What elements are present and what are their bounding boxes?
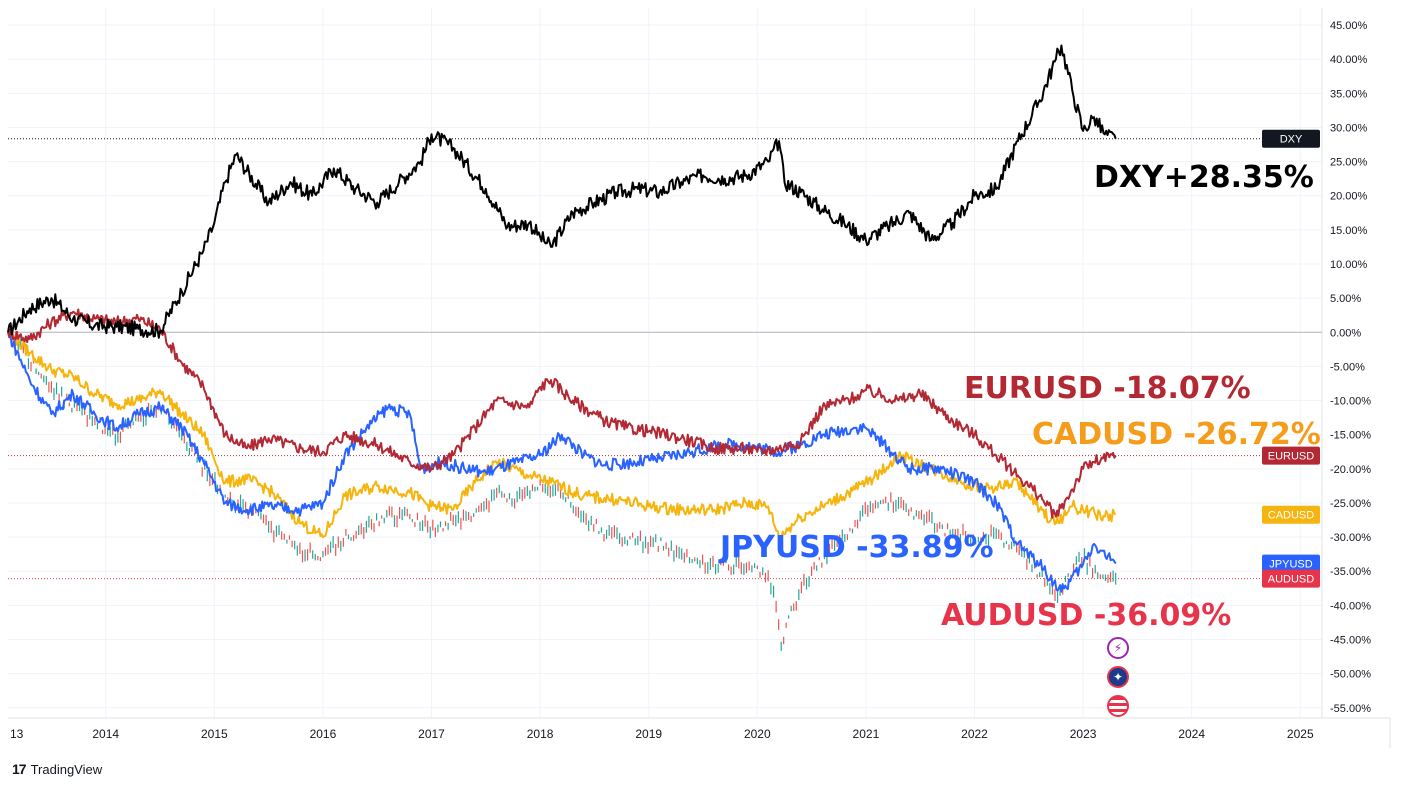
y-tick-label: 15.00% <box>1330 225 1368 237</box>
y-tick-label: 45.00% <box>1330 20 1368 32</box>
y-tick-label: 35.00% <box>1330 88 1368 100</box>
callout-dxy: DXY+28.35% <box>1094 160 1314 195</box>
series-line-eurusd <box>7 308 1117 519</box>
y-tick-label: -25.00% <box>1330 498 1371 510</box>
chart-pane <box>0 0 1401 760</box>
x-tick-label: 2014 <box>92 727 119 741</box>
us-flag-icon[interactable] <box>1107 695 1129 717</box>
price-tag-label: DXY <box>1280 134 1303 146</box>
y-tick-label: 0.00% <box>1330 327 1361 339</box>
brand-label: TradingView <box>30 761 103 777</box>
series-line-cadusd <box>7 330 1117 542</box>
y-tick-label: -20.00% <box>1330 464 1371 476</box>
australia-flag-icon[interactable]: ✦ <box>1107 666 1129 688</box>
x-tick-label: 2025 <box>1287 727 1314 741</box>
y-tick-label: -5.00% <box>1330 361 1365 373</box>
price-tag-dxy <box>1262 129 1320 148</box>
x-tick-label: 2017 <box>418 727 445 741</box>
y-tick-label: 20.00% <box>1330 191 1368 203</box>
y-tick-label: -10.00% <box>1330 396 1371 408</box>
y-tick-label: 10.00% <box>1330 259 1368 271</box>
x-tick-label: 13 <box>10 727 24 741</box>
price-tags: DXY EURUSD CADUSD JPYUSD AUDUSD <box>1262 129 1320 588</box>
x-tick-label: 2023 <box>1070 727 1097 741</box>
x-tick-label: 2020 <box>744 727 771 741</box>
x-axis[interactable]: 13 2014 2015 2016 2017 2018 2019 2020 2021 2022 20… <box>10 727 1314 741</box>
price-tag-jpyusd <box>1262 554 1320 573</box>
price-tag-cadusd <box>1262 505 1320 524</box>
y-tick-label: -40.00% <box>1330 600 1371 612</box>
y-tick-label: -15.00% <box>1330 430 1371 442</box>
price-tag-label: AUDUSD <box>1268 574 1315 586</box>
chart[interactable]: 45.00% 40.00% 35.00% 30.00% 25.00% 20.00% 15.0… <box>0 0 1401 760</box>
y-tick-label: -45.00% <box>1330 634 1371 646</box>
tradingview-brand[interactable]: 17 TradingView <box>12 761 102 777</box>
x-tick-label: 2021 <box>853 727 880 741</box>
series-line-jpyusd <box>7 331 1117 593</box>
y-tick-label: 25.00% <box>1330 157 1368 169</box>
callout-jpyusd: JPYUSD -33.89% <box>718 530 994 565</box>
series-layer[interactable] <box>7 44 1117 651</box>
x-tick-label: 2018 <box>527 727 554 741</box>
y-tick-label: 5.00% <box>1330 293 1361 305</box>
callout-eurusd: EURUSD -18.07% <box>964 371 1251 406</box>
callout-audusd: AUDUSD -36.09% <box>941 598 1231 633</box>
price-tag-label: JPYUSD <box>1269 559 1312 571</box>
price-tag-eurusd <box>1262 446 1320 465</box>
series-callouts: DXY+28.35% EURUSD -18.07% CADUSD -26.72%… <box>718 160 1321 633</box>
y-tick-label: -50.00% <box>1330 669 1371 681</box>
x-tick-label: 2016 <box>310 727 337 741</box>
y-tick-label: -35.00% <box>1330 566 1371 578</box>
y-tick-label: 30.00% <box>1330 122 1368 134</box>
x-tick-label: 2022 <box>961 727 988 741</box>
x-tick-label: 2024 <box>1178 727 1205 741</box>
x-tick-label: 2015 <box>201 727 228 741</box>
lightning-icon[interactable]: ⚡ <box>1107 637 1129 659</box>
callout-cadusd: CADUSD -26.72% <box>1032 417 1321 452</box>
y-tick-label: -55.00% <box>1330 703 1371 715</box>
x-tick-label: 2019 <box>635 727 662 741</box>
y-axis[interactable]: 45.00% 40.00% 35.00% 30.00% 25.00% 20.00% 15.0… <box>1330 20 1371 715</box>
tradingview-logo-icon: 17 <box>12 761 27 777</box>
price-tag-label: EURUSD <box>1268 451 1315 463</box>
price-tag-audusd <box>1262 569 1320 588</box>
price-tag-label: CADUSD <box>1268 510 1315 522</box>
y-tick-label: 40.00% <box>1330 54 1368 66</box>
series-line-dxy <box>7 44 1117 339</box>
y-tick-label: -30.00% <box>1330 532 1371 544</box>
